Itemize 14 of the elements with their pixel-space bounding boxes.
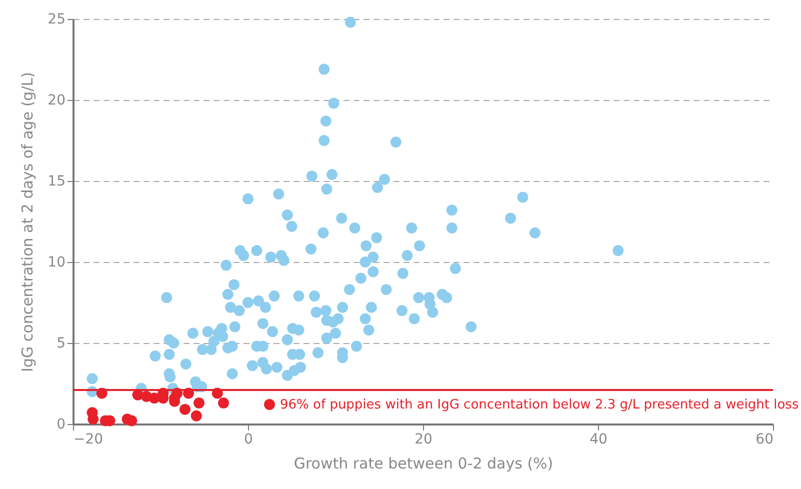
legend-label: 96% of puppies with an IgG concentation below 2.3 g/L presented a weight loss: [280, 398, 799, 412]
x-tick-label: 0: [244, 432, 253, 448]
x-tick-label: −20: [74, 432, 104, 448]
x-tick-label: 20: [414, 432, 432, 448]
y-tick-label: 5: [56, 336, 66, 352]
y-tick-label: 10: [48, 254, 66, 270]
x-tick-label: 60: [756, 432, 774, 448]
x-axis-title: Growth rate between 0-2 days (%): [294, 454, 554, 472]
y-tick-label: 15: [48, 174, 66, 190]
y-axis-title: IgG concentration at 2 days of age (g/L): [18, 72, 37, 372]
y-tick-label: 20: [48, 92, 66, 108]
x-tick-label: 40: [590, 432, 608, 448]
y-tick-label: 0: [56, 416, 66, 432]
y-tick-label: 25: [48, 12, 66, 28]
